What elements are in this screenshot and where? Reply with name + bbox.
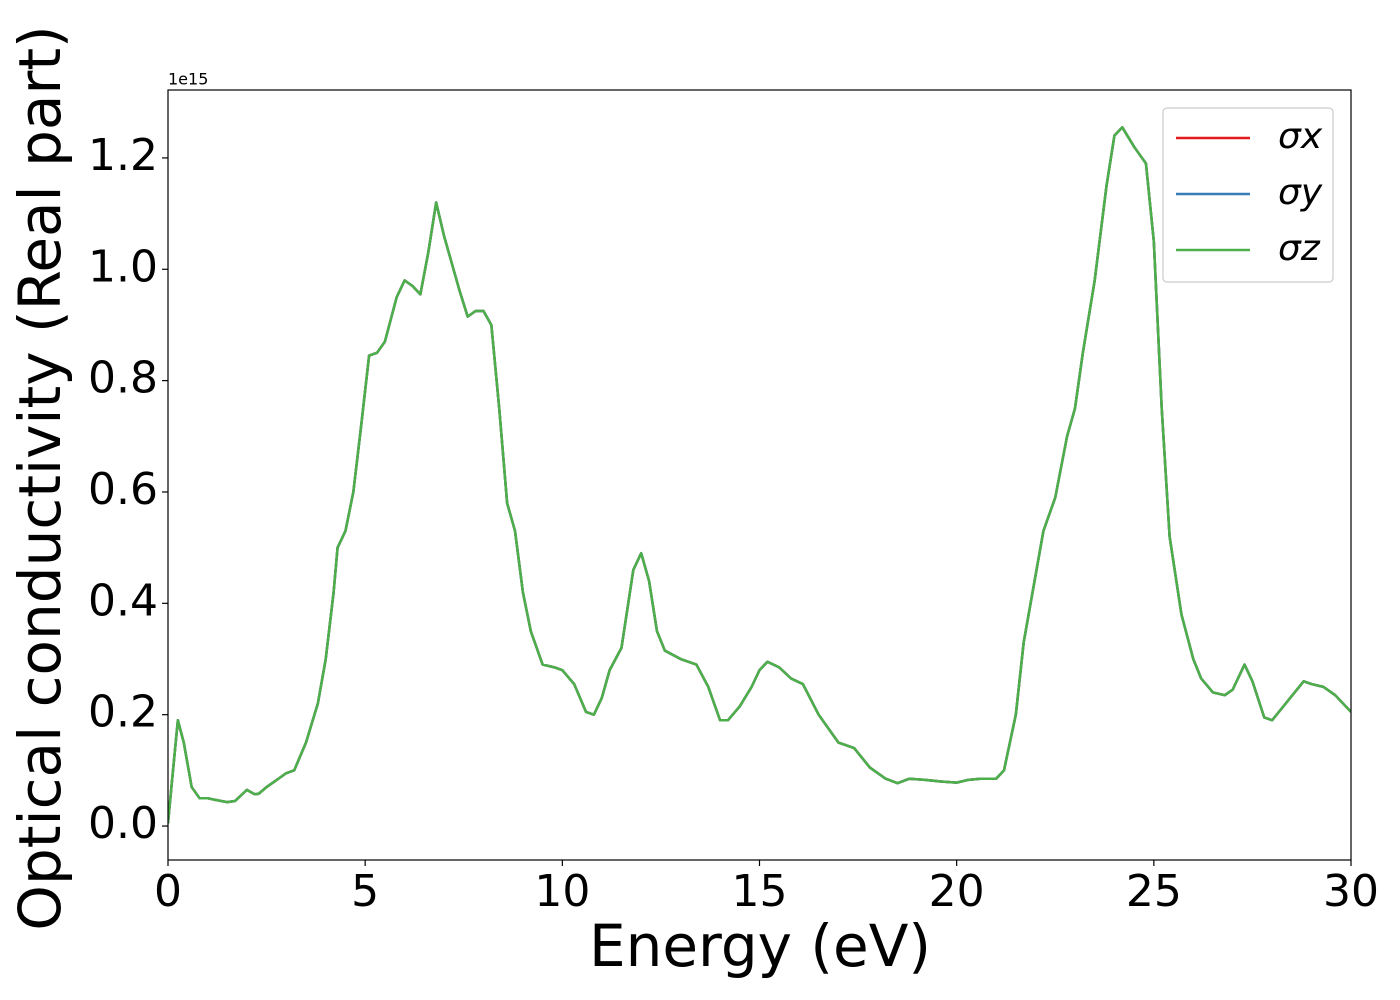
x-tick-label: 30 [1323,866,1379,917]
legend-label: σy [1278,172,1323,213]
y-tick-label: 0.0 [88,798,158,849]
y-axis-label: Optical conductivity (Real part) [6,25,74,930]
y-tick-label: 0.8 [88,353,158,404]
x-axis-label: Energy (eV) [589,912,931,980]
y-tick-label: 0.2 [88,687,158,738]
legend-label: σz [1278,228,1321,269]
series-line [168,126,1351,824]
y-offset-text: 1e15 [168,70,208,89]
x-tick-label: 5 [351,866,379,917]
y-tick-label: 1.2 [88,130,158,181]
plot-lines [168,126,1351,824]
x-tick-label: 15 [732,866,788,917]
legend-label: σx [1278,116,1323,157]
x-tick-label: 10 [534,866,590,917]
x-tick-label: 20 [929,866,985,917]
plot-frame [167,89,1352,861]
y-tick-label: 0.4 [88,575,158,626]
y-tick-label: 1.0 [88,241,158,292]
x-tick-label: 0 [154,866,182,917]
y-tick-label: 0.6 [88,464,158,515]
x-tick-label: 25 [1126,866,1182,917]
